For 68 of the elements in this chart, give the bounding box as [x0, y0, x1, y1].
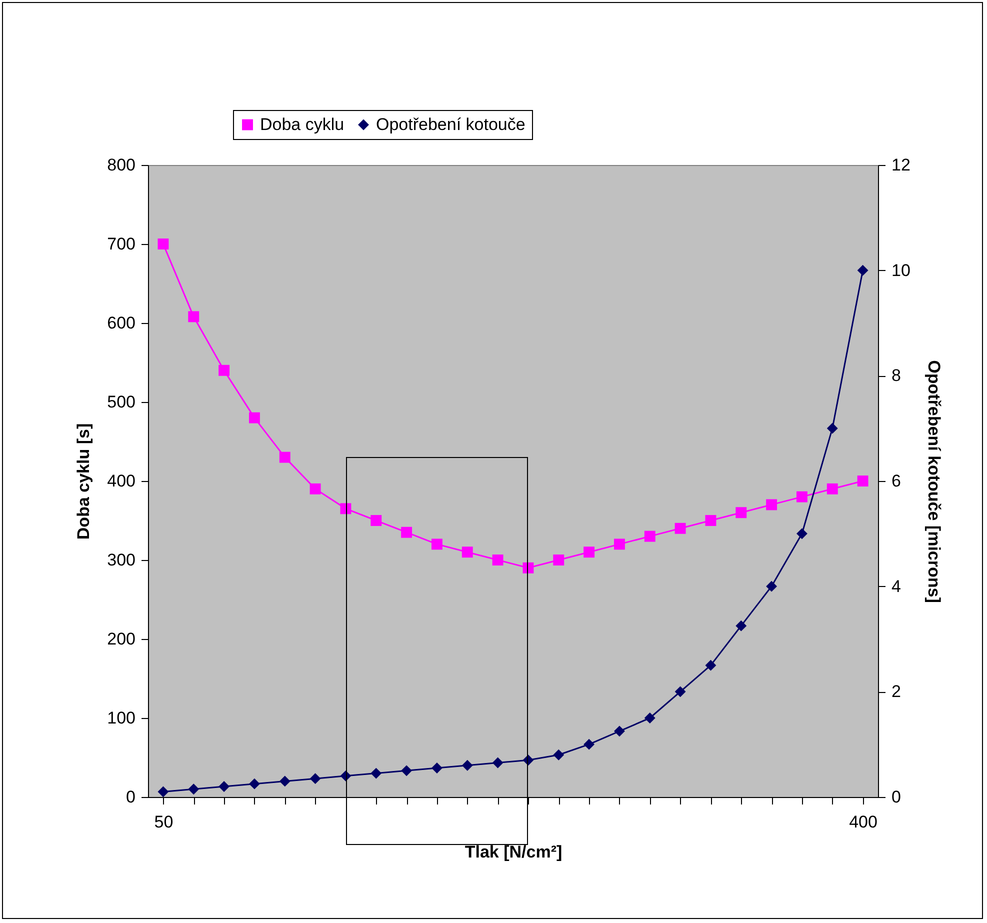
- point: [522, 562, 534, 574]
- point: [553, 554, 564, 566]
- y-tick-label: 200: [107, 630, 136, 648]
- y-tick-label: 800: [107, 156, 136, 174]
- point: [826, 483, 838, 494]
- point: [248, 778, 260, 790]
- y-tick-label: 400: [107, 472, 136, 490]
- y-tick-label: 600: [107, 314, 136, 332]
- point: [188, 784, 200, 795]
- legend-label: Opotřebení kotouče: [376, 114, 526, 134]
- point: [370, 768, 382, 779]
- point: [279, 452, 290, 463]
- point: [584, 738, 595, 750]
- point: [766, 580, 778, 592]
- legend-label: Doba cyklu: [260, 114, 344, 134]
- point: [158, 786, 169, 798]
- point: [492, 757, 504, 768]
- point: [674, 686, 686, 698]
- point: [218, 780, 230, 792]
- point: [736, 620, 747, 632]
- point: [462, 760, 473, 771]
- point: [584, 546, 595, 558]
- point: [644, 712, 656, 724]
- x-tick-label: 50: [154, 812, 174, 832]
- point: [553, 749, 564, 760]
- point: [705, 515, 716, 526]
- point: [826, 422, 838, 434]
- y2-tick-label: 6: [892, 472, 901, 490]
- point: [614, 726, 625, 737]
- point: [401, 526, 412, 538]
- x-axis-title: Tlak [N/cm²]: [464, 842, 562, 862]
- point: [340, 503, 352, 514]
- point: [796, 491, 808, 502]
- y-tick-label: 500: [107, 392, 136, 412]
- point: [857, 264, 868, 276]
- point: [492, 554, 504, 566]
- point: [644, 530, 656, 542]
- y2-tick-label: 10: [892, 260, 910, 280]
- point: [705, 660, 716, 671]
- y-tick-label: 100: [107, 708, 136, 728]
- point: [188, 311, 200, 322]
- point: [431, 538, 442, 550]
- point: [796, 528, 808, 540]
- point: [218, 364, 230, 376]
- point: [431, 762, 442, 774]
- point: [279, 776, 290, 787]
- point: [370, 515, 382, 526]
- point: [857, 476, 868, 486]
- point: [310, 773, 321, 784]
- y-tick-label: 300: [107, 550, 136, 570]
- point: [401, 765, 412, 776]
- point: [614, 538, 625, 550]
- y-axis-title: Doba cyklu [s]: [74, 423, 94, 540]
- y-tick-label: 0: [126, 788, 136, 806]
- point: [766, 499, 778, 510]
- point: [310, 483, 321, 494]
- y-tick-label: 700: [107, 234, 136, 254]
- y2-tick-label: 8: [892, 366, 901, 386]
- y2-tick-label: 0: [892, 788, 901, 806]
- y2-tick-label: 12: [892, 156, 910, 174]
- point: [158, 238, 169, 250]
- y2-tick-label: 2: [892, 682, 901, 702]
- point: [462, 546, 473, 558]
- point: [248, 412, 260, 424]
- point: [736, 507, 747, 518]
- point: [674, 522, 686, 534]
- y2-axis-title: Opotřebení kotouče [microns]: [924, 360, 944, 603]
- y2-tick-label: 4: [892, 576, 901, 596]
